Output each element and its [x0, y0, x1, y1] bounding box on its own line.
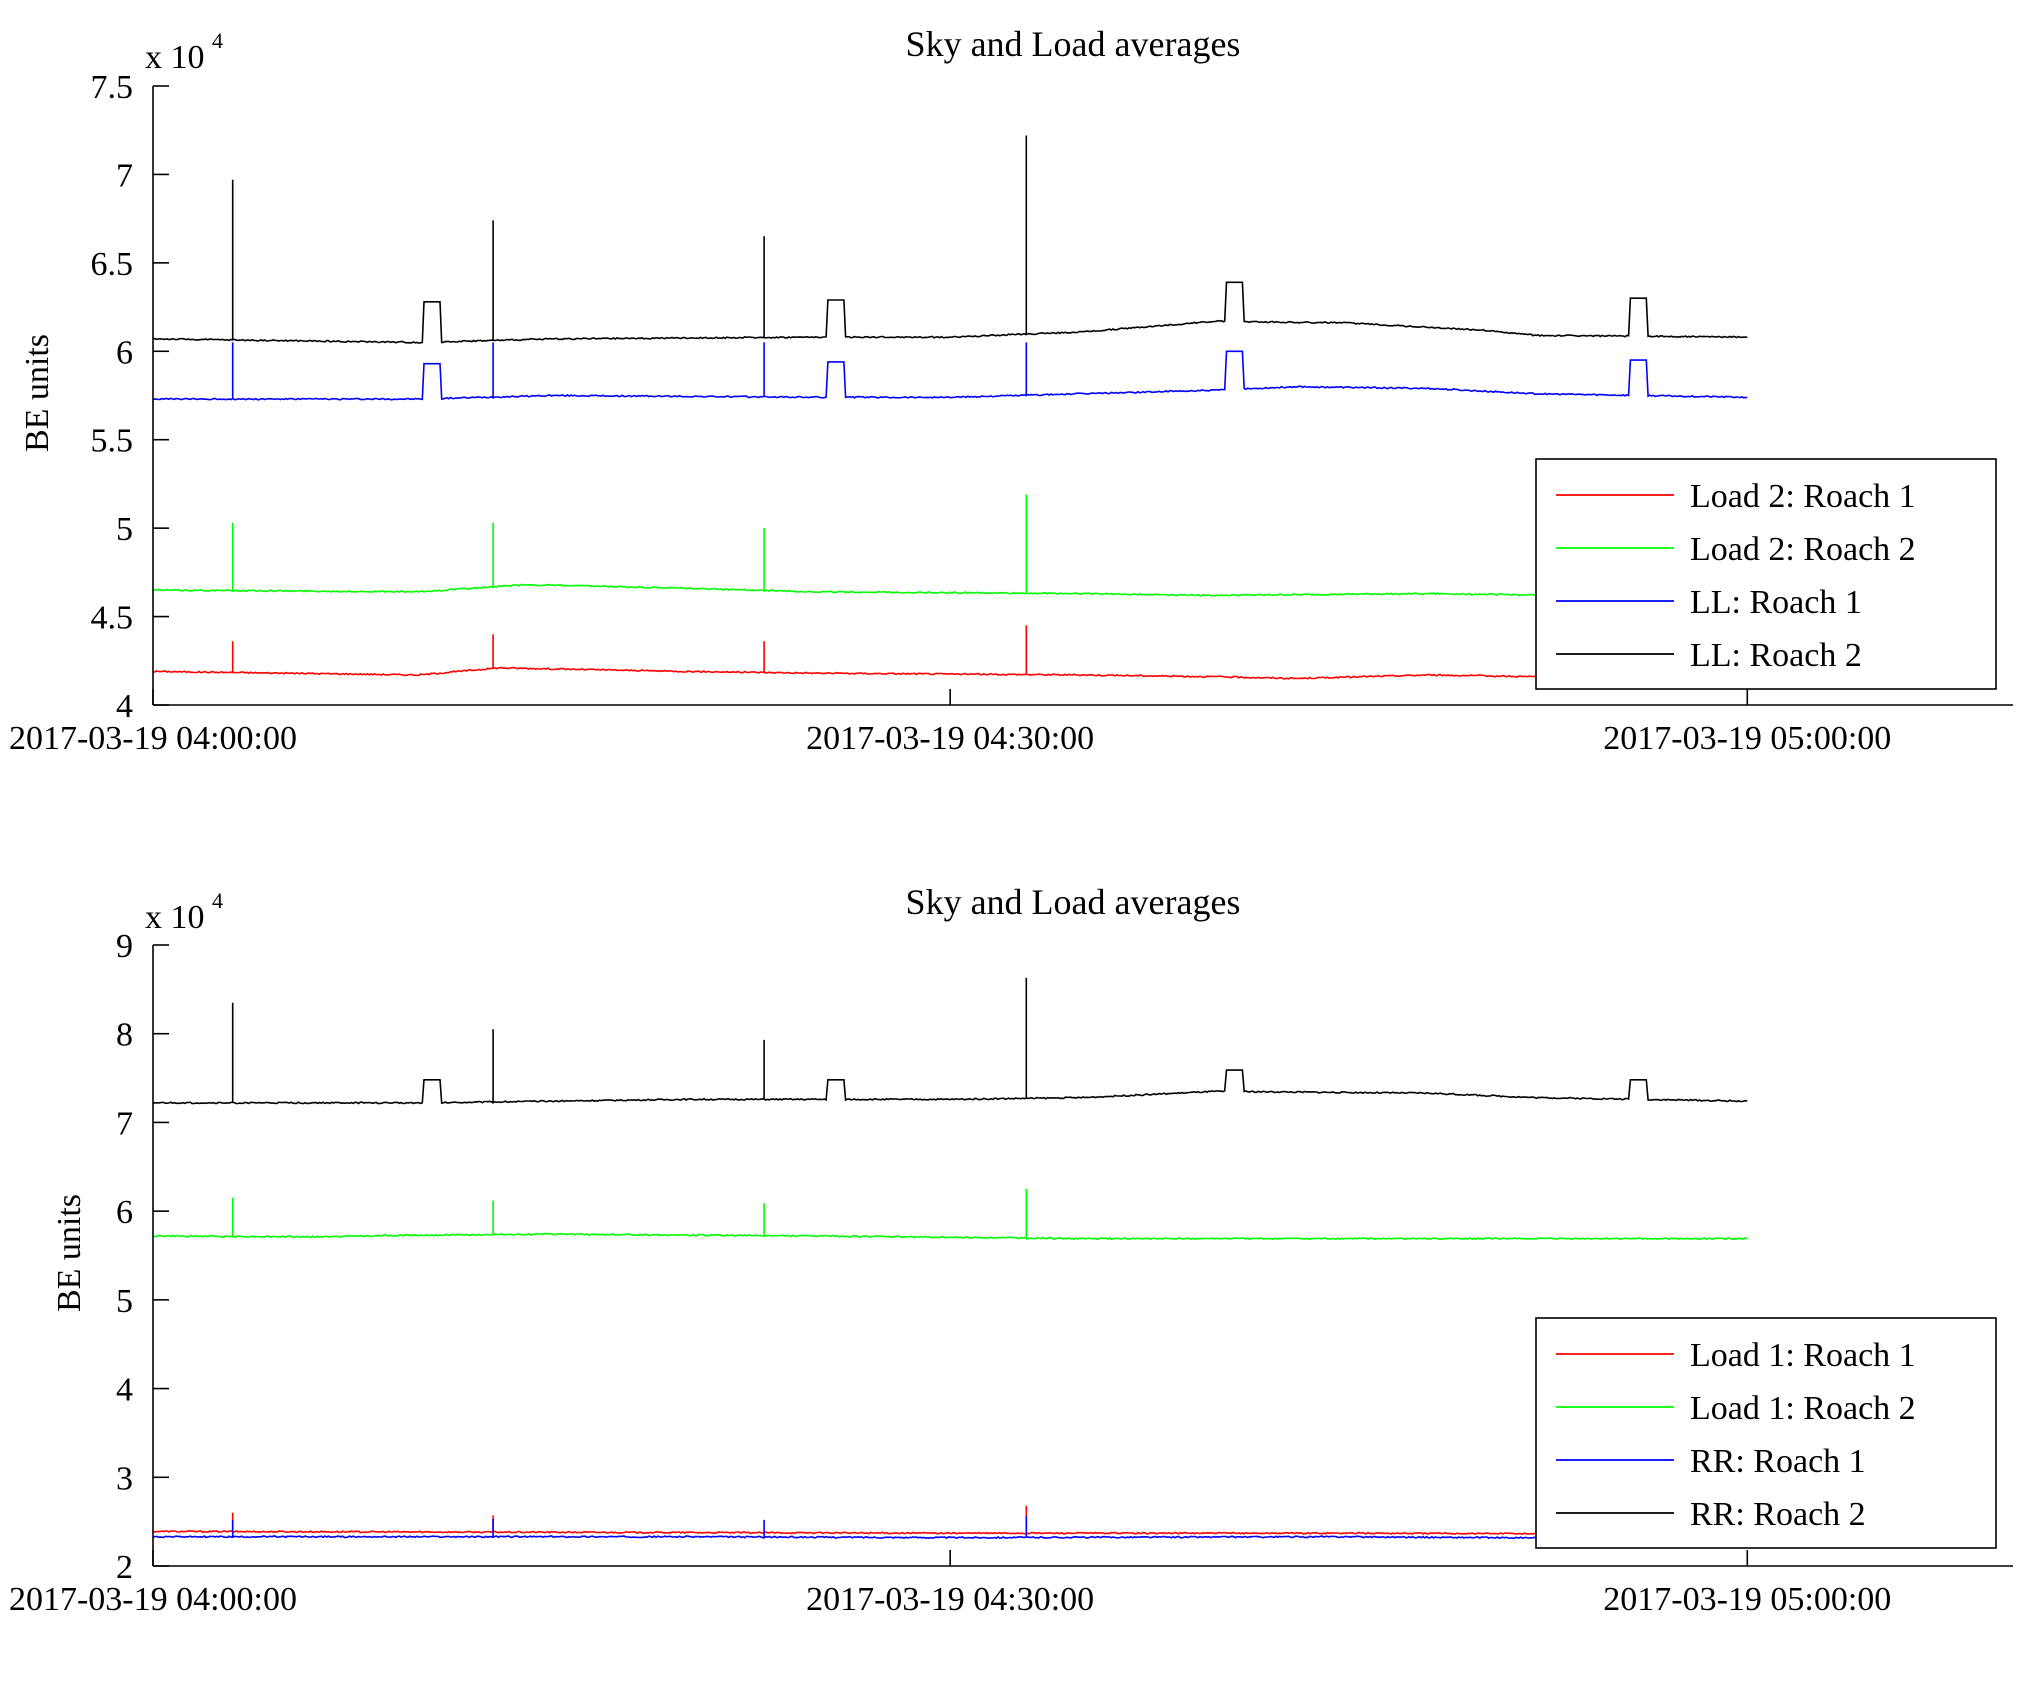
y-exponent-label: x 10 — [145, 899, 205, 936]
y-tick-label: 3 — [116, 1460, 133, 1497]
y-exponent-power: 4 — [212, 28, 223, 53]
legend-label: Load 1: Roach 1 — [1690, 1337, 1916, 1374]
y-tick-label: 2 — [116, 1549, 133, 1586]
series-line — [152, 625, 1748, 680]
chart-title: Sky and Load averages — [906, 24, 1241, 64]
legend-box — [1535, 458, 1997, 690]
y-tick-label: 4 — [116, 688, 133, 725]
legend: Load 1: Roach 1 Load 1: Roach 2 RR: Roach … — [1535, 1317, 1997, 1549]
x-tick-label: 2017-03-19 04:00:00 — [9, 1581, 297, 1618]
x-tick-label: 2017-03-19 04:00:00 — [9, 720, 297, 757]
x-tick-label: 2017-03-19 05:00:00 — [1603, 720, 1891, 757]
y-tick-label: 7 — [116, 1105, 133, 1142]
plot-lines — [152, 977, 1748, 1541]
legend-label: Load 2: Roach 2 — [1690, 531, 1916, 568]
legend-label: LL: Roach 2 — [1690, 637, 1862, 674]
x-tick-label: 2017-03-19 04:30:00 — [806, 1581, 1094, 1618]
legend-label: RR: Roach 2 — [1690, 1496, 1866, 1533]
chart-title: Sky and Load averages — [906, 882, 1241, 922]
y-tick-label: 5.5 — [91, 423, 134, 460]
subplot-1: Sky and Load averages BE units x 10 4 44… — [9, 24, 2013, 757]
axes: 2 3 4 5 6 7 8 9 2017-03-19 04:00:00 2017-03-19 04… — [9, 928, 2013, 1618]
y-tick-label: 4.5 — [91, 600, 134, 637]
series-line — [152, 1189, 1748, 1241]
series-line — [152, 494, 1748, 597]
y-tick-label: 7 — [116, 157, 133, 194]
legend-box — [1535, 1317, 1997, 1549]
series-line — [152, 1516, 1748, 1541]
y-tick-label: 6 — [116, 1194, 133, 1231]
series-line — [152, 342, 1748, 401]
series-line — [152, 1505, 1748, 1536]
y-tick-label: 9 — [116, 928, 133, 965]
legend-label: Load 1: Roach 2 — [1690, 1390, 1916, 1427]
y-axis-label: BE units — [51, 1194, 88, 1312]
subplot-2: Sky and Load averages BE units x 10 4 2 3… — [9, 882, 2013, 1618]
y-tick-label: 5 — [116, 511, 133, 548]
y-tick-label: 6.5 — [91, 246, 134, 283]
y-tick-label: 4 — [116, 1372, 133, 1409]
series-line — [152, 135, 1748, 344]
x-tick-label: 2017-03-19 04:30:00 — [806, 720, 1094, 757]
plot-lines — [152, 135, 1748, 680]
series-line — [152, 977, 1748, 1105]
y-exponent-label: x 10 — [145, 39, 205, 76]
y-tick-label: 7.5 — [91, 69, 134, 106]
legend-label: LL: Roach 1 — [1690, 584, 1862, 621]
legend-label: Load 2: Roach 1 — [1690, 478, 1916, 515]
legend-label: RR: Roach 1 — [1690, 1443, 1866, 1480]
y-tick-label: 8 — [116, 1017, 133, 1054]
y-tick-label: 5 — [116, 1283, 133, 1320]
legend: Load 2: Roach 1 Load 2: Roach 2 LL: Roach … — [1535, 458, 1997, 690]
y-tick-label: 6 — [116, 334, 133, 371]
axes: 4 4.5 5 5.5 6 6.5 7 7.5 2017-03-19 04:00:00 2017-… — [9, 69, 2013, 757]
x-tick-label: 2017-03-19 05:00:00 — [1603, 1581, 1891, 1618]
y-exponent-power: 4 — [212, 888, 223, 913]
y-axis-label: BE units — [19, 334, 56, 452]
